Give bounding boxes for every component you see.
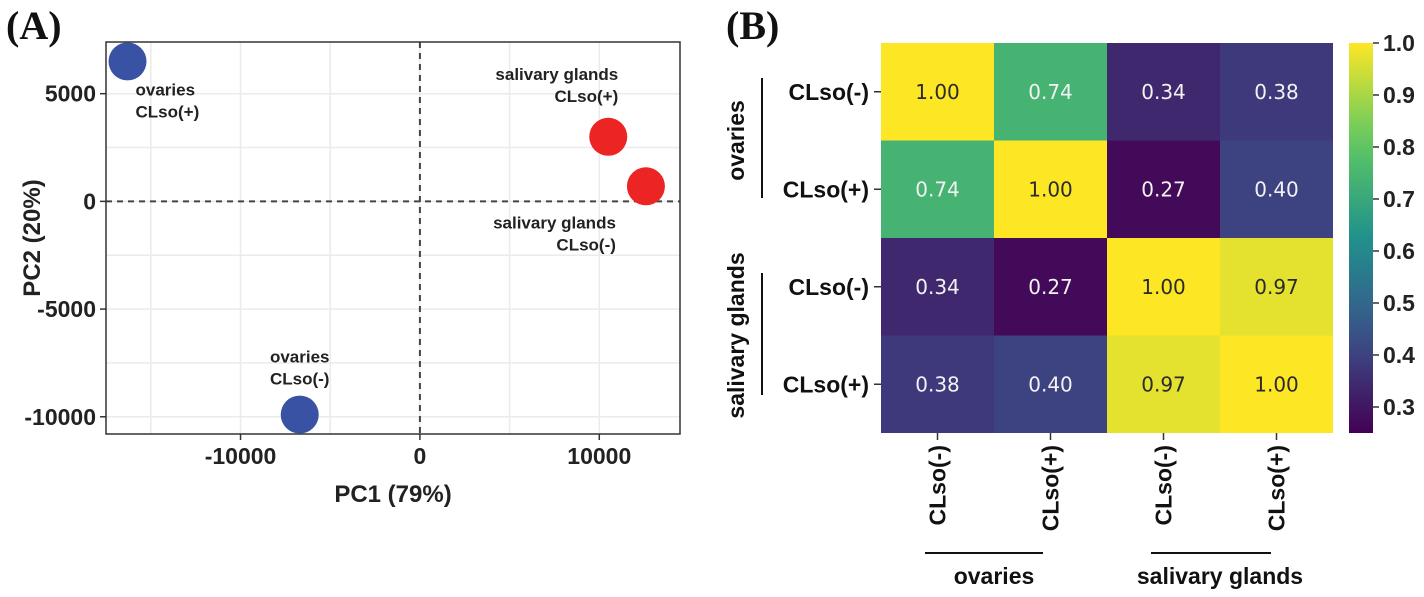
- data-point: [589, 117, 628, 156]
- heatmap-cell: [881, 43, 994, 141]
- heatmap-cell: [881, 140, 994, 238]
- heatmap-cell: [1107, 238, 1220, 336]
- cell-value: 0.40: [1254, 177, 1299, 201]
- cell-value: 0.27: [1028, 275, 1073, 299]
- x-tick-label: -10000: [205, 443, 277, 469]
- cell-value: 0.38: [1254, 80, 1299, 104]
- col-label-sg-pos: CLso(+): [1264, 445, 1290, 531]
- heatmap-cell: [1220, 43, 1333, 141]
- data-point: [108, 42, 147, 81]
- heatmap-cell: [1220, 238, 1333, 336]
- y-axis-title: PC2 (20%): [19, 179, 46, 296]
- point-label: ovaries: [270, 348, 330, 367]
- panel-b-label: (B): [726, 3, 780, 48]
- heatmap-cell: [994, 238, 1107, 336]
- row-group-label: ovaries: [723, 100, 749, 181]
- colorbar-tick-label: 0.8: [1383, 134, 1415, 160]
- x-axis-title: PC1 (79%): [334, 481, 451, 508]
- y-tick-label: -5000: [37, 296, 96, 322]
- y-tick-label: -10000: [24, 404, 96, 430]
- heatmap-cell: [994, 43, 1107, 141]
- col-group-label: ovaries: [954, 563, 1035, 589]
- data-point: [280, 395, 319, 434]
- colorbar: [1349, 43, 1373, 433]
- cell-value: 1.00: [915, 80, 960, 104]
- cell-value: 1.00: [1141, 275, 1186, 299]
- heatmap-cell: [1107, 335, 1220, 433]
- heatmap-cell: [994, 140, 1107, 238]
- cell-value: 0.74: [1028, 80, 1073, 104]
- colorbar-tick-label: 0.3: [1383, 394, 1415, 420]
- point-label: CLso(+): [555, 87, 619, 106]
- point-label: CLso(-): [556, 235, 615, 254]
- cell-value: 0.34: [915, 275, 960, 299]
- x-tick-label: 10000: [567, 443, 631, 469]
- panel-a-label: (A): [6, 3, 62, 48]
- x-tick-label: 0: [414, 443, 427, 469]
- heatmap-cell: [1220, 140, 1333, 238]
- cell-value: 1.00: [1028, 177, 1073, 201]
- heatmap-cell: [1107, 43, 1220, 141]
- heatmap-cell: [881, 238, 994, 336]
- row-group-label: salivary glands: [723, 252, 749, 418]
- col-group-label: salivary glands: [1137, 563, 1303, 589]
- point-label: CLso(+): [136, 102, 200, 121]
- point-label: ovaries: [136, 80, 196, 99]
- cell-value: 0.27: [1141, 177, 1186, 201]
- cell-value: 0.97: [1141, 372, 1186, 396]
- colorbar-tick-label: 0.9: [1383, 82, 1415, 108]
- cell-value: 1.00: [1254, 372, 1299, 396]
- pca-scatter-plot: -10000 0 10000 5000 0 -5000 -10000 PC1 (79%) PC2…: [19, 41, 681, 508]
- point-label: salivary glands: [495, 65, 618, 84]
- plot-frame: [105, 41, 681, 435]
- row-label-ovaries-neg: CLso(-): [789, 79, 869, 105]
- data-point: [626, 167, 665, 206]
- correlation-heatmap: 1.00 0.74 0.34 0.38 0.74 1.00 0.27 0.40 0.34 0.27…: [723, 30, 1415, 589]
- cell-value: 0.40: [1028, 372, 1073, 396]
- cell-value: 0.74: [915, 177, 960, 201]
- colorbar-tick-label: 0.6: [1383, 238, 1415, 264]
- point-label: CLso(-): [270, 370, 329, 389]
- colorbar-tick-label: 0.7: [1383, 186, 1415, 212]
- heatmap-cell: [1220, 335, 1333, 433]
- cell-value: 0.34: [1141, 80, 1186, 104]
- y-tick-label: 0: [83, 188, 96, 214]
- col-label-ovaries-neg: CLso(-): [925, 445, 951, 525]
- colorbar-tick-label: 1.0: [1383, 30, 1415, 56]
- cell-value: 0.97: [1254, 275, 1299, 299]
- col-label-ovaries-pos: CLso(+): [1038, 445, 1064, 531]
- row-label-sg-pos: CLso(+): [783, 371, 869, 397]
- cell-value: 0.38: [915, 372, 960, 396]
- row-label-sg-neg: CLso(-): [789, 274, 869, 300]
- heatmap-cell: [1107, 140, 1220, 238]
- row-label-ovaries-pos: CLso(+): [783, 176, 869, 202]
- colorbar-tick-label: 0.4: [1383, 342, 1415, 368]
- heatmap-cell: [881, 335, 994, 433]
- col-label-sg-neg: CLso(-): [1151, 445, 1177, 525]
- point-label: salivary glands: [493, 213, 616, 232]
- heatmap-cell: [994, 335, 1107, 433]
- colorbar-tick-label: 0.5: [1383, 290, 1415, 316]
- y-tick-label: 5000: [45, 81, 96, 107]
